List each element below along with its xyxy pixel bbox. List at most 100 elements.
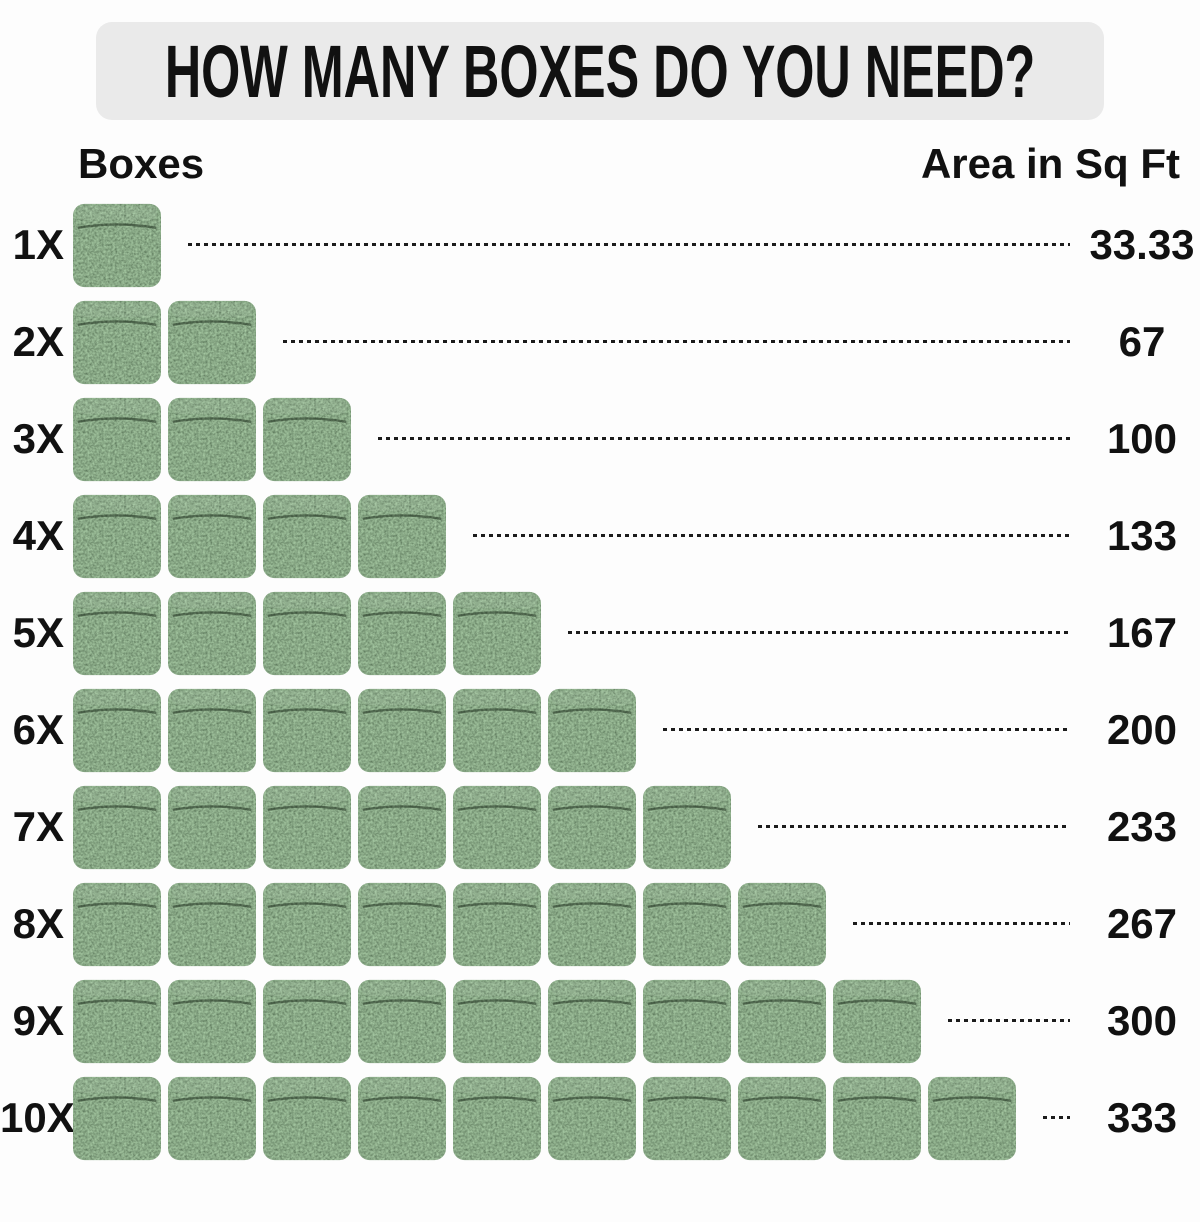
hedge-cube-icon — [358, 785, 446, 869]
box-count-label: 3X — [12, 414, 64, 462]
infographic-page: HOW MANY BOXES DO YOU NEED? Boxes Area i… — [0, 22, 1200, 1222]
column-header-area: Area in Sq Ft — [920, 140, 1180, 187]
hedge-cube-icon — [168, 688, 256, 772]
hedge-cube-icon — [928, 1076, 1016, 1160]
hedge-box-group — [72, 686, 637, 774]
box-count-label: 7X — [12, 802, 64, 850]
dotted-leader-line — [188, 243, 1070, 246]
area-value: 200 — [1106, 705, 1178, 753]
hedge-cube-icon — [168, 300, 256, 384]
hedge-box-group — [72, 492, 447, 580]
hedge-cube-icon — [453, 979, 541, 1063]
hedge-cube-icon — [263, 591, 351, 675]
hedge-cube-icon — [453, 785, 541, 869]
area-value: 267 — [1106, 899, 1178, 947]
hedge-cube-icon — [168, 1076, 256, 1160]
hedge-cube-icon — [548, 785, 636, 869]
table-row: 1X 33.33 — [0, 196, 1200, 293]
hedge-cube-icon — [73, 397, 161, 481]
area-value: 33.33 — [1089, 220, 1195, 268]
hedge-cube-icon — [358, 1076, 446, 1160]
hedge-cube-icon — [453, 591, 541, 675]
hedge-cube-icon — [453, 1076, 541, 1160]
hedge-cube-icon — [73, 591, 161, 675]
hedge-cube-icon — [643, 979, 731, 1063]
hedge-cube-icon — [73, 1076, 161, 1160]
hedge-cube-icon — [73, 300, 161, 384]
table-row: 7X 233 — [0, 778, 1200, 875]
hedge-cube-icon — [643, 785, 731, 869]
hedge-cube-icon — [168, 397, 256, 481]
hedge-cube-icon — [358, 882, 446, 966]
area-value: 233 — [1106, 802, 1178, 850]
hedge-cube-icon — [73, 203, 161, 287]
hedge-box-group — [72, 589, 542, 677]
hedge-cube-icon — [168, 785, 256, 869]
hedge-cube-icon — [73, 979, 161, 1063]
hedge-cube-icon — [548, 688, 636, 772]
column-headers: Boxes Area in Sq Ft — [78, 140, 1180, 188]
dotted-leader-line — [948, 1019, 1070, 1022]
box-count-label: 6X — [12, 705, 64, 753]
dotted-leader-line — [663, 728, 1070, 731]
hedge-cube-icon — [263, 882, 351, 966]
hedge-box-group — [72, 201, 162, 289]
hedge-cube-icon — [548, 1076, 636, 1160]
hedge-cube-icon — [358, 494, 446, 578]
hedge-cube-icon — [643, 1076, 731, 1160]
column-header-boxes: Boxes — [78, 140, 205, 187]
box-count-label: 10X — [0, 1093, 75, 1141]
hedge-cube-icon — [643, 882, 731, 966]
dotted-leader-line — [378, 437, 1070, 440]
page-title: HOW MANY BOXES DO YOU NEED? — [164, 29, 1036, 113]
hedge-cube-icon — [168, 979, 256, 1063]
dotted-leader-line — [758, 825, 1070, 828]
area-value: 133 — [1106, 511, 1178, 559]
hedge-cube-icon — [738, 1076, 826, 1160]
area-value: 167 — [1106, 608, 1178, 656]
area-value: 67 — [1118, 317, 1166, 365]
hedge-cube-icon — [263, 397, 351, 481]
hedge-cube-icon — [73, 785, 161, 869]
dotted-leader-line — [283, 340, 1070, 343]
box-count-label: 2X — [12, 317, 64, 365]
hedge-cube-icon — [168, 591, 256, 675]
hedge-box-group — [72, 880, 827, 968]
table-row: 6X 200 — [0, 681, 1200, 778]
hedge-cube-icon — [263, 494, 351, 578]
table-row: 4X 133 — [0, 487, 1200, 584]
area-value: 300 — [1106, 996, 1178, 1044]
box-count-label: 9X — [12, 996, 64, 1044]
table-row: 8X 267 — [0, 875, 1200, 972]
rows-container: 1X 33.33 2X 67 3X — [0, 196, 1200, 1166]
area-value: 100 — [1106, 414, 1178, 462]
hedge-box-group — [72, 977, 922, 1065]
hedge-cube-icon — [263, 688, 351, 772]
hedge-cube-icon — [548, 979, 636, 1063]
hedge-cube-icon — [738, 882, 826, 966]
table-row: 9X — [0, 972, 1200, 1069]
hedge-cube-icon — [453, 882, 541, 966]
box-count-label: 1X — [12, 220, 64, 268]
table-row: 3X 100 — [0, 390, 1200, 487]
title-banner: HOW MANY BOXES DO YOU NEED? — [96, 22, 1104, 120]
hedge-cube-icon — [833, 979, 921, 1063]
hedge-cube-icon — [833, 1076, 921, 1160]
hedge-cube-icon — [73, 494, 161, 578]
hedge-cube-icon — [263, 1076, 351, 1160]
hedge-cube-icon — [73, 882, 161, 966]
hedge-box-group — [72, 298, 257, 386]
table-row: 5X 167 — [0, 584, 1200, 681]
hedge-cube-icon — [263, 785, 351, 869]
hedge-cube-icon — [168, 882, 256, 966]
table-row: 10X — [0, 1069, 1200, 1166]
box-count-label: 4X — [12, 511, 64, 559]
area-value: 333 — [1106, 1093, 1178, 1141]
hedge-box-group — [72, 783, 732, 871]
hedge-box-group — [72, 1074, 1017, 1162]
dotted-leader-line — [473, 534, 1070, 537]
hedge-cube-icon — [358, 591, 446, 675]
hedge-cube-icon — [263, 979, 351, 1063]
dotted-leader-line — [853, 922, 1070, 925]
hedge-cube-icon — [73, 688, 161, 772]
